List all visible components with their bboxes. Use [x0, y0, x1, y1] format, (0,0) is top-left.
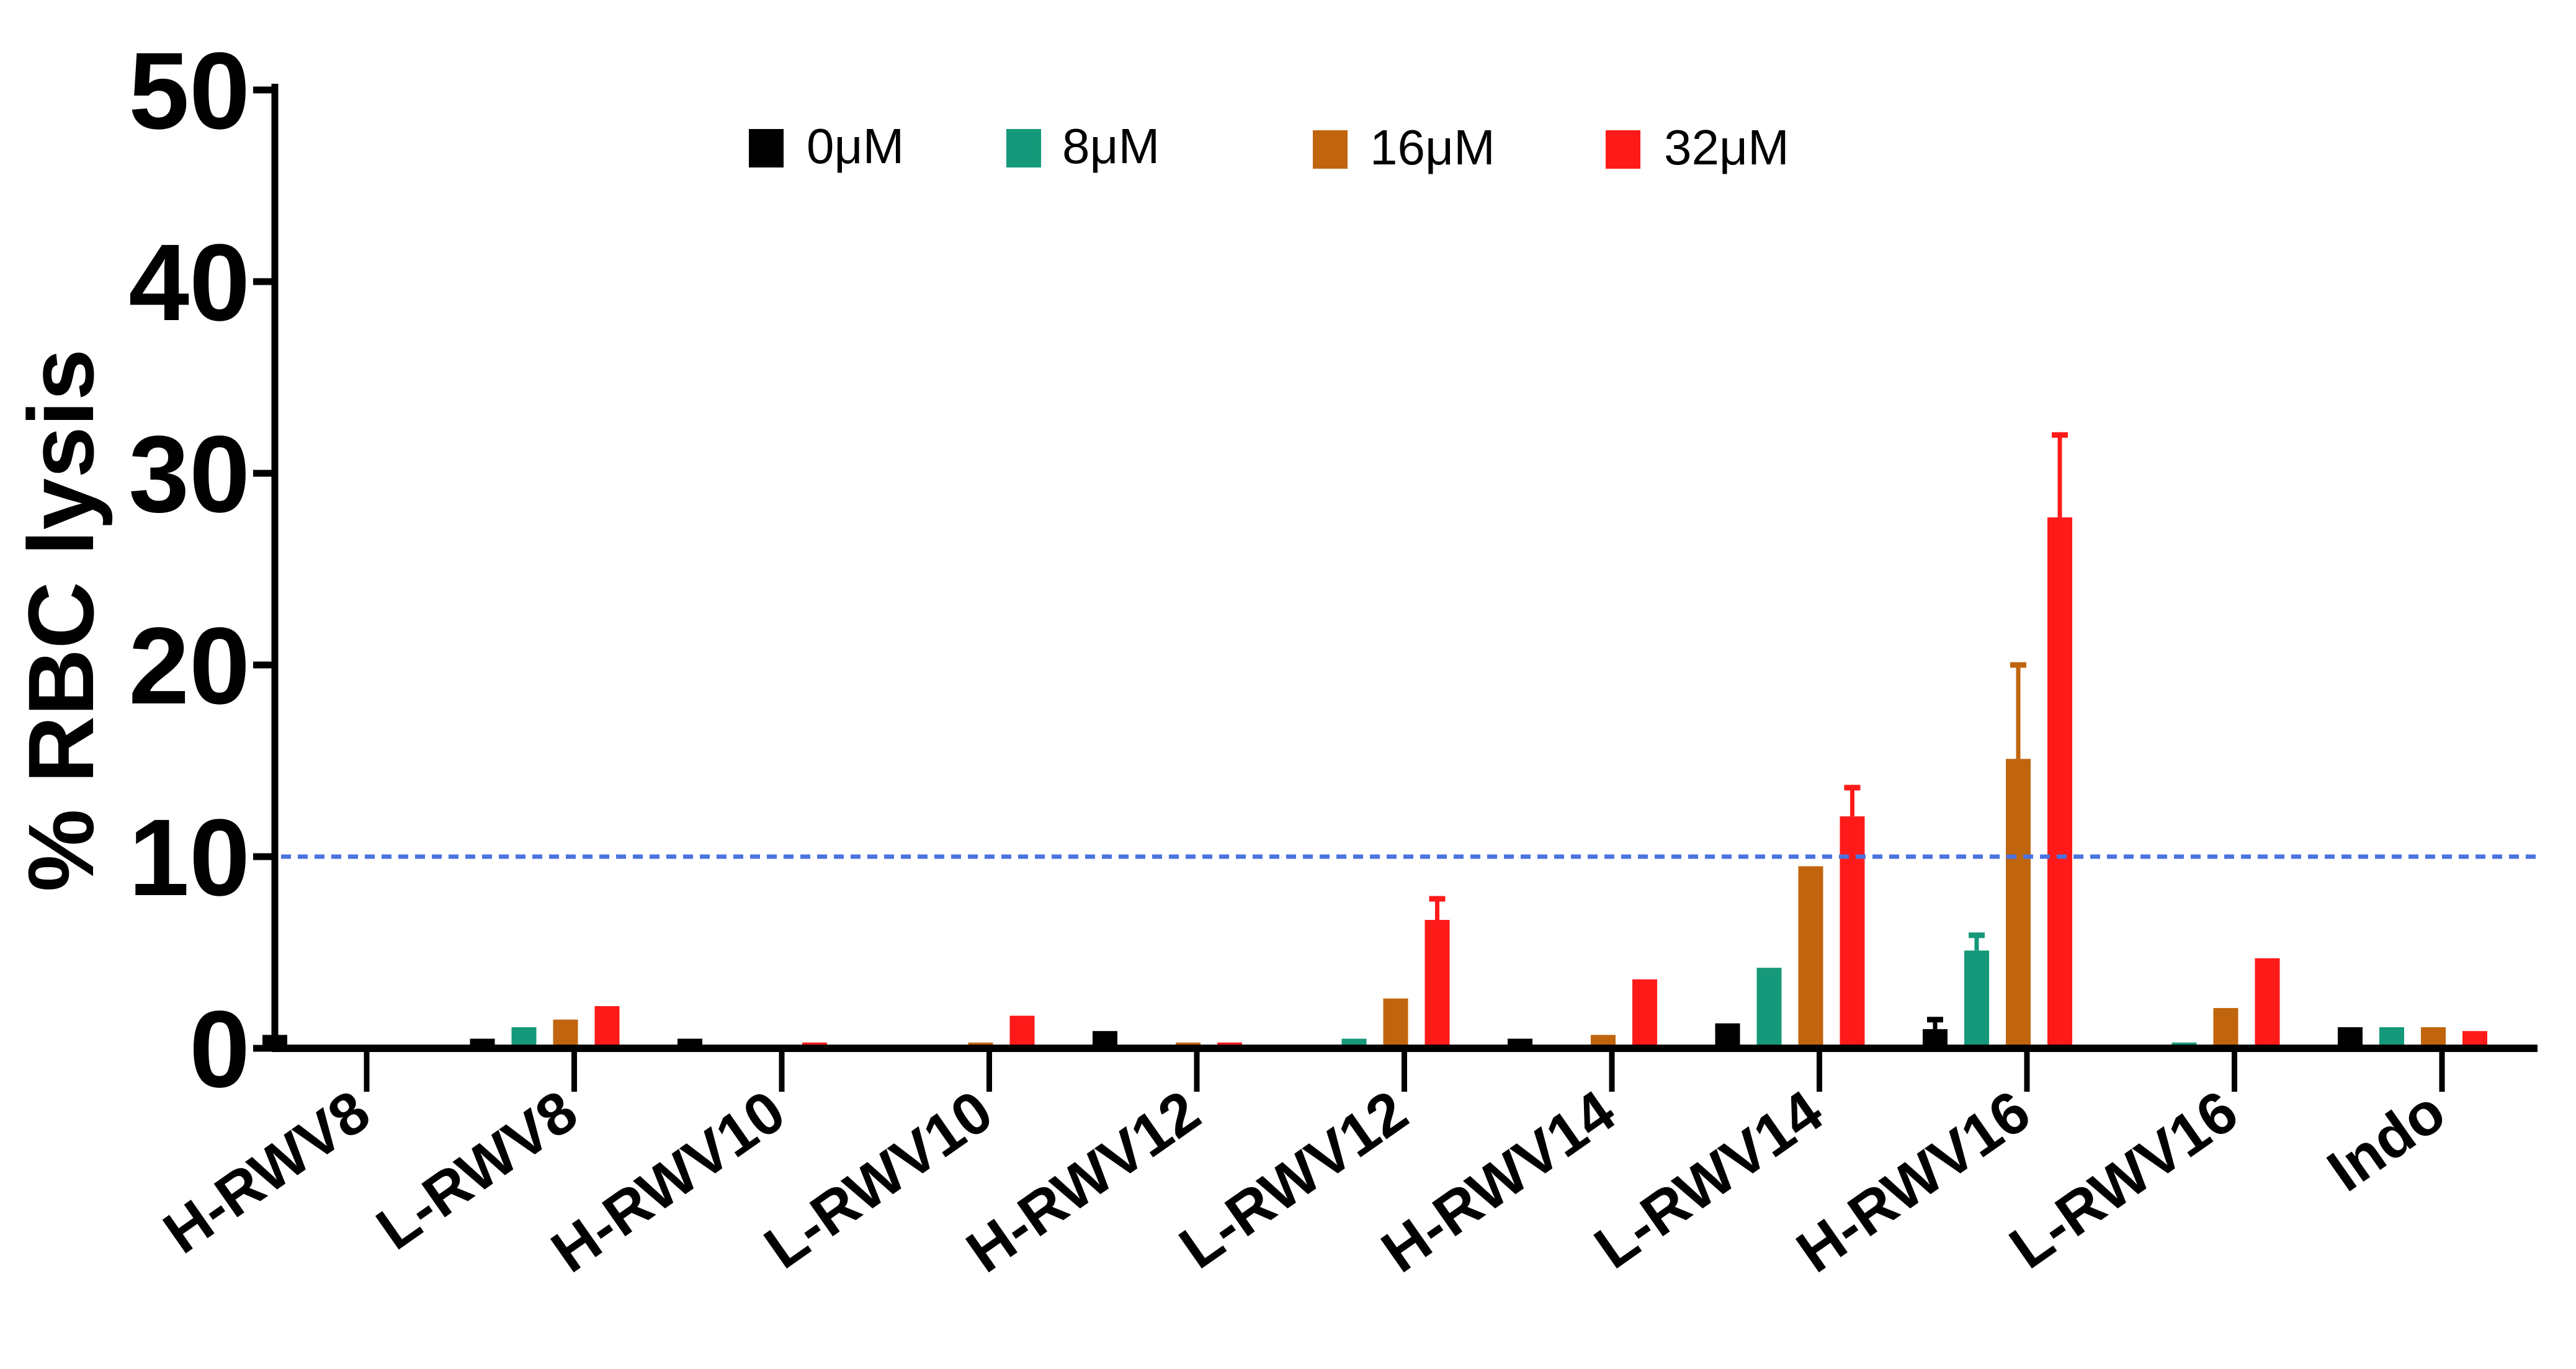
bar-L-RWV8-32μM [594, 1006, 620, 1048]
bar-L-RWV8-16μM [553, 1019, 578, 1048]
y-tick-label-50: 50 [128, 30, 250, 152]
plot-area [262, 432, 2538, 1048]
legend-swatch-32μM [1606, 130, 1640, 169]
axes: 01020304050H-RWV8L-RWV8H-RWV10L-RWV10H-R… [9, 30, 2538, 1285]
x-tick-label-H-RWV8: H-RWV8 [152, 1078, 382, 1267]
x-tick-label-L-RWV12: L-RWV12 [1168, 1078, 1419, 1282]
y-tick-label-30: 30 [128, 414, 250, 535]
legend: 0μM 8μM 16μM 32μM [749, 118, 1789, 175]
x-tick-label-L-RWV14: L-RWV14 [1583, 1078, 1834, 1282]
legend-swatch-0μM [749, 129, 784, 167]
x-tick-label-L-RWV16: L-RWV16 [1998, 1078, 2249, 1282]
bar-L-RWV16-16μM [2213, 1008, 2238, 1048]
y-tick-label-0: 0 [189, 989, 250, 1110]
bar-H-RWV16-16μM [2006, 759, 2031, 1048]
x-tick-label-L-RWV10: L-RWV10 [753, 1078, 1004, 1282]
y-tick-label-40: 40 [128, 222, 250, 344]
legend-swatch-16μM [1313, 130, 1348, 169]
legend-label-8μM: 8μM [1062, 118, 1160, 174]
bar-L-RWV14-32μM [1840, 816, 1865, 1048]
legend-label-0μM: 0μM [807, 118, 904, 174]
legend-swatch-8μM [1006, 129, 1041, 167]
y-axis-label: % RBC lysis [9, 349, 113, 891]
bar-L-RWV10-32μM [1009, 1015, 1035, 1048]
legend-label-16μM: 16μM [1370, 120, 1495, 175]
bar-L-RWV16-32μM [2255, 958, 2280, 1048]
bar-H-RWV16-8μM [1964, 950, 1989, 1048]
x-tick-label-Indo: Indo [2316, 1078, 2457, 1205]
bar-H-RWV16-32μM [2047, 517, 2072, 1048]
x-tick-label-H-RWV16: H-RWV16 [1785, 1078, 2042, 1285]
x-tick-label-H-RWV12: H-RWV12 [955, 1078, 1212, 1285]
x-tick-label-H-RWV14: H-RWV14 [1370, 1078, 1627, 1285]
y-tick-label-20: 20 [128, 605, 250, 727]
bar-L-RWV14-8μM [1756, 968, 1782, 1048]
bar-L-RWV12-16μM [1383, 998, 1408, 1048]
legend-label-32μM: 32μM [1664, 120, 1789, 175]
bar-L-RWV12-32μM [1424, 920, 1450, 1048]
bar-L-RWV14-16μM [1798, 866, 1823, 1048]
bar-L-RWV14-0μM [1715, 1023, 1740, 1048]
x-tick-label-H-RWV10: H-RWV10 [540, 1078, 797, 1285]
y-tick-label-10: 10 [128, 797, 250, 919]
bar-H-RWV14-32μM [1632, 979, 1657, 1048]
